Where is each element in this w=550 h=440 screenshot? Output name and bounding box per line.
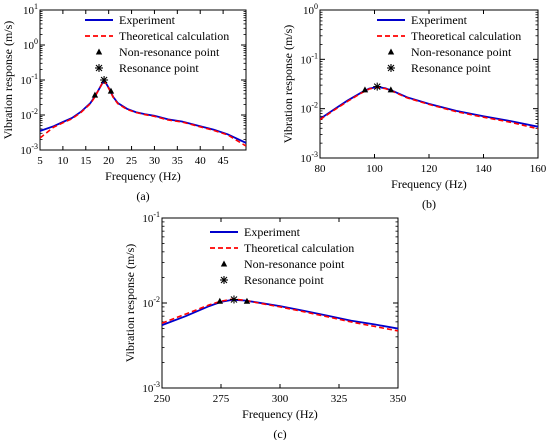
- chart-panel-3: 250 275 300 325 350 10-3 10-2 10-1 Frequency (Hz…: [123, 210, 407, 440]
- non-resonance-point: [216, 297, 224, 304]
- y-tick-label: 101: [23, 2, 38, 17]
- resonance-point-stroke: [230, 296, 238, 303]
- legend-label: Non-resonance point: [411, 45, 512, 59]
- x-tick-label: 20: [103, 155, 115, 167]
- x-tick-label: 80: [315, 163, 327, 175]
- x-tick-label: 5: [37, 155, 43, 167]
- legend-label: Resonance point: [244, 273, 324, 287]
- x-tick-label: 10: [57, 155, 69, 167]
- x-tick-label: 100: [366, 163, 383, 175]
- legend-triangle-swatch: [220, 260, 228, 267]
- legend-triangle-swatch: [387, 48, 395, 55]
- legend-label: Resonance point: [411, 61, 491, 75]
- panel-label: (c): [273, 427, 286, 440]
- y-tick-label: 10-1: [142, 210, 160, 225]
- legend: Experiment Theoretical calculation Non-res…: [210, 225, 354, 287]
- legend-asterisk-swatch: [220, 276, 228, 284]
- x-tick-label: 120: [421, 163, 438, 175]
- theory-line: [320, 86, 538, 130]
- resonance-point: [373, 82, 382, 91]
- y-tick-label: 10-2: [300, 101, 318, 116]
- x-tick-label: 45: [218, 155, 230, 167]
- legend-label: Resonance point: [119, 61, 199, 75]
- non-resonance-point: [361, 86, 369, 93]
- y-tick-label: 10-3: [300, 150, 318, 165]
- x-tick-label: 40: [195, 155, 207, 167]
- legend: Experiment Theoretical calculation Non-res…: [377, 13, 521, 75]
- resonance-point: [100, 76, 109, 84]
- y-tick-label: 10-3: [142, 380, 160, 395]
- legend-asterisk-stroke: [95, 64, 103, 72]
- y-tick-label: 10-1: [20, 72, 38, 87]
- x-tick-label: 250: [154, 393, 171, 405]
- x-tick-label: 325: [331, 393, 348, 405]
- x-axis-label: Frequency (Hz): [105, 169, 181, 183]
- experiment-line: [40, 78, 246, 144]
- resonance-point-stroke: [373, 83, 381, 90]
- legend: Experiment Theoretical calculation Non-res…: [85, 13, 229, 75]
- panel-label: (a): [136, 189, 149, 203]
- legend-label: Experiment: [411, 13, 468, 27]
- x-tick-label: 15: [80, 155, 92, 167]
- legend-asterisk-stroke: [220, 276, 228, 284]
- legend-triangle-swatch: [95, 48, 103, 55]
- y-tick-label: 10-2: [20, 107, 38, 122]
- legend-label: Non-resonance point: [244, 257, 345, 271]
- legend-label: Experiment: [244, 225, 301, 239]
- y-tick-label: 10-2: [142, 295, 160, 310]
- x-tick-label: 275: [213, 393, 230, 405]
- theory-line: [40, 78, 246, 147]
- non-resonance-point: [91, 91, 99, 98]
- legend-label: Theoretical calculation: [411, 29, 521, 43]
- chart-panel-2: 80 100 120 140 160 10-3 10-2 10-1 100 Frequency (…: [281, 2, 547, 211]
- x-axis-label: Frequency (Hz): [391, 177, 467, 191]
- y-tick-label: 100: [303, 2, 318, 17]
- resonance-point-stroke: [100, 76, 108, 84]
- chart-panel-1: 5 10 15 20 25 30 35 40 45 10-3 10-2 10-1 100 101 Frequ…: [1, 2, 247, 203]
- panel-label: (b): [422, 197, 436, 211]
- x-axis-label: Frequency (Hz): [242, 407, 318, 421]
- y-tick-label: 100: [23, 37, 38, 52]
- experiment-line: [162, 298, 398, 330]
- x-tick-label: 300: [272, 393, 289, 405]
- x-tick-label: 160: [530, 163, 547, 175]
- non-resonance-point: [243, 297, 251, 304]
- x-tick-label: 140: [475, 163, 492, 175]
- x-tick-label: 350: [390, 393, 407, 405]
- y-tick-label: 10-1: [300, 51, 318, 66]
- y-axis-label: Vibration response (m/s): [281, 25, 295, 144]
- legend-label: Theoretical calculation: [119, 29, 229, 43]
- x-tick-label: 30: [149, 155, 161, 167]
- resonance-point: [229, 295, 238, 304]
- experiment-line: [320, 86, 538, 128]
- legend-label: Theoretical calculation: [244, 241, 354, 255]
- legend-asterisk-stroke: [387, 64, 395, 72]
- x-tick-label: 35: [172, 155, 184, 167]
- non-resonance-point: [387, 86, 395, 93]
- y-tick-label: 10-3: [20, 142, 38, 157]
- x-tick-label: 25: [126, 155, 138, 167]
- legend-asterisk-swatch: [387, 64, 395, 72]
- legend-label: Experiment: [119, 13, 176, 27]
- legend-label: Non-resonance point: [119, 45, 220, 59]
- theory-line: [162, 298, 398, 332]
- legend-asterisk-swatch: [95, 64, 103, 72]
- y-axis-label: Vibration response (m/s): [123, 244, 137, 363]
- non-resonance-point: [107, 87, 115, 94]
- y-axis-label: Vibration response (m/s): [1, 21, 15, 140]
